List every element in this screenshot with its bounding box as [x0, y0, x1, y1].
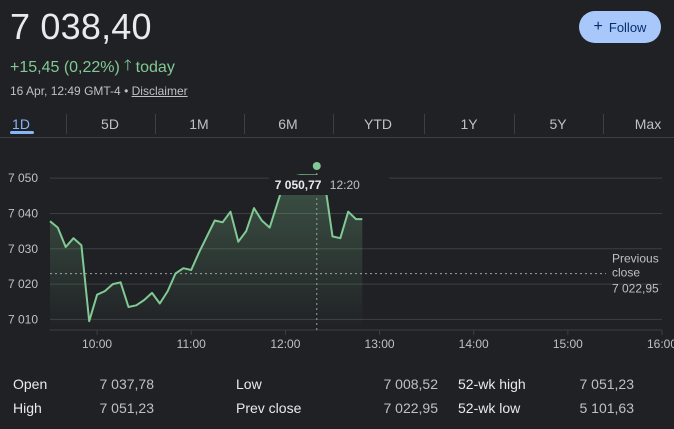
x-tick-label: 15:00	[553, 337, 583, 351]
tab-divider	[333, 114, 334, 134]
tabs-divider	[0, 137, 674, 138]
stat-value-52wk-low: 5 101,63	[579, 400, 635, 416]
tooltip-time: 12:20	[330, 178, 360, 192]
tab-divider	[155, 114, 156, 134]
tooltip-value: 7 050,77	[275, 178, 322, 192]
previous-close-label: close	[612, 266, 640, 280]
arrow-up-icon: 🡑	[123, 57, 132, 74]
x-tick-label: 16:00	[647, 337, 674, 351]
disclaimer-link[interactable]: Disclaimer	[131, 84, 188, 98]
stat-label-high: High	[13, 400, 42, 416]
tab-divider	[603, 114, 604, 134]
tab-6m[interactable]: 6M	[278, 116, 298, 132]
change-value: +15,45 (0,22%)	[10, 58, 120, 76]
stat-label-prev-close: Prev close	[236, 400, 302, 416]
price-change: +15,45 (0,22%) 🡑 today	[10, 55, 175, 80]
y-tick-label: 7 040	[8, 206, 38, 220]
tab-5d[interactable]: 5D	[101, 116, 119, 132]
price-chart[interactable]: 7 010 7 020 7 030 7 040 7 050 10:00 11:00 12:0…	[0, 140, 674, 360]
tab-divider	[244, 114, 245, 134]
tab-1d[interactable]: 1D	[12, 116, 30, 132]
meta-separator: •	[124, 84, 129, 98]
tab-divider	[66, 114, 67, 134]
stat-label-open: Open	[13, 376, 48, 392]
stat-value-low: 7 008,52	[383, 376, 439, 392]
x-tick-label: 14:00	[459, 337, 489, 351]
tab-ytd[interactable]: YTD	[364, 116, 392, 132]
price-area	[50, 175, 363, 330]
tab-max[interactable]: Max	[634, 116, 662, 132]
active-tab-indicator	[10, 131, 34, 134]
tooltip-background	[268, 175, 389, 195]
y-tick-label: 7 010	[8, 312, 38, 326]
plus-icon: +	[593, 18, 603, 35]
range-tabs: 1D 5D 1M 6M YTD 1Y 5Y Max	[0, 112, 674, 138]
follow-button[interactable]: + Follow	[579, 11, 661, 43]
stat-value-prev-close: 7 022,95	[383, 400, 439, 416]
quote-meta: 16 Apr, 12:49 GMT-4 • Disclaimer	[10, 84, 188, 98]
change-period: today	[135, 58, 175, 76]
x-tick-label: 12:00	[270, 337, 300, 351]
tab-divider	[514, 114, 515, 134]
y-axis-labels: 7 010 7 020 7 030 7 040 7 050	[8, 171, 38, 326]
y-tick-label: 7 030	[8, 242, 38, 256]
stat-value-52wk-high: 7 051,23	[579, 376, 635, 392]
tab-divider	[424, 114, 425, 134]
stat-label-52wk-high: 52-wk high	[458, 376, 526, 392]
x-tick-label: 13:00	[365, 337, 395, 351]
quote-timestamp: 16 Apr, 12:49 GMT-4	[10, 84, 121, 98]
x-axis-labels: 10:00 11:00 12:00 13:00 14:00 15:00 16:00	[82, 337, 674, 351]
previous-close-label: Previous	[612, 252, 659, 266]
previous-close-value: 7 022,95	[612, 282, 659, 296]
stat-label-low: Low	[236, 376, 262, 392]
tab-1m[interactable]: 1M	[189, 116, 209, 132]
follow-label: Follow	[608, 19, 647, 35]
hover-marker	[312, 162, 321, 170]
x-tick-label: 11:00	[177, 337, 206, 351]
stat-value-open: 7 037,78	[99, 376, 155, 392]
y-tick-label: 7 050	[8, 171, 38, 185]
stat-label-52wk-low: 52-wk low	[458, 400, 521, 416]
x-tick-label: 10:00	[82, 337, 112, 351]
stat-value-high: 7 051,23	[99, 400, 155, 416]
y-tick-label: 7 020	[8, 277, 38, 291]
tab-1y[interactable]: 1Y	[460, 116, 478, 132]
current-price: 7 038,40	[10, 6, 152, 47]
tab-5y[interactable]: 5Y	[549, 116, 567, 132]
